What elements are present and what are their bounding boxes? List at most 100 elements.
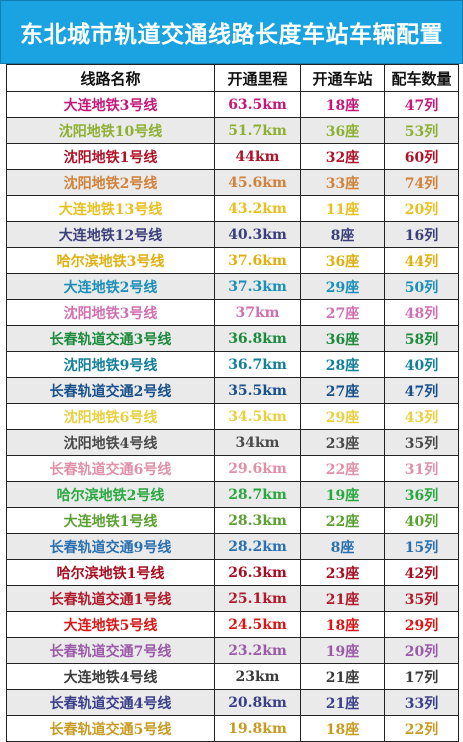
table-row: 大连地铁12号线 40.3km 8座 16列 [6,221,459,248]
page-title: 东北城市轨道交通线路长度车站车辆配置 [0,0,463,64]
line-name-cell: 哈尔滨地铁1号线 [6,559,215,586]
vehicles-cell: 20列 [384,195,459,222]
line-name-cell: 沈阳地铁3号线 [6,299,215,326]
table-row: 沈阳地铁10号线 51.7km 36座 53列 [6,117,459,144]
header-stations: 开通车站 [300,64,385,92]
line-name-cell: 沈阳地铁6号线 [6,403,215,430]
table-row: 哈尔滨地铁3号线 37.6km 36座 44列 [6,247,459,274]
vehicles-cell: 50列 [384,273,459,300]
line-name-cell: 大连地铁5号线 [6,611,215,638]
vehicles-cell: 35列 [384,429,459,456]
line-name-cell: 哈尔滨地铁2号线 [6,481,215,508]
length-cell: 20.8km [214,689,301,716]
table-row: 大连地铁2号线 37.3km 29座 50列 [6,273,459,300]
vehicles-cell: 31列 [384,455,459,482]
line-name-cell: 大连地铁1号线 [6,507,215,534]
stations-cell: 21座 [300,663,385,690]
stations-cell: 8座 [300,533,385,560]
length-cell: 37.3km [214,273,301,300]
table-row: 长春轨道交通6号线 29.6km 22座 31列 [6,455,459,482]
table-row: 大连地铁3号线 63.5km 18座 47列 [6,91,459,118]
line-name-cell: 大连地铁12号线 [6,221,215,248]
length-cell: 28.3km [214,507,301,534]
stations-cell: 36座 [300,117,385,144]
stations-cell: 23座 [300,429,385,456]
line-name-cell: 长春轨道交通3号线 [6,325,215,352]
line-name-cell: 长春轨道交通7号线 [6,637,215,664]
length-cell: 26.3km [214,559,301,586]
stations-cell: 27座 [300,377,385,404]
length-cell: 44km [214,143,301,170]
vehicles-cell: 74列 [384,169,459,196]
table-row: 长春轨道交通2号线 35.5km 27座 47列 [6,377,459,404]
stations-cell: 21座 [300,585,385,612]
length-cell: 23.2km [214,637,301,664]
table-row: 哈尔滨地铁1号线 26.3km 23座 42列 [6,559,459,586]
length-cell: 34.5km [214,403,301,430]
header-vehicles: 配车数量 [384,64,459,92]
table-row: 长春轨道交通3号线 36.8km 36座 58列 [6,325,459,352]
vehicles-cell: 44列 [384,247,459,274]
stations-cell: 8座 [300,221,385,248]
vehicles-cell: 60列 [384,143,459,170]
length-cell: 37km [214,299,301,326]
line-name-cell: 沈阳地铁2号线 [6,169,215,196]
vehicles-cell: 53列 [384,117,459,144]
vehicles-cell: 40列 [384,507,459,534]
vehicles-cell: 20列 [384,637,459,664]
stations-cell: 21座 [300,689,385,716]
line-name-cell: 哈尔滨地铁3号线 [6,247,215,274]
table-row: 大连地铁13号线 43.2km 11座 20列 [6,195,459,222]
table-row: 沈阳地铁6号线 34.5km 29座 43列 [6,403,459,430]
stations-cell: 36座 [300,247,385,274]
line-name-cell: 长春轨道交通2号线 [6,377,215,404]
vehicles-cell: 36列 [384,481,459,508]
stations-cell: 22座 [300,507,385,534]
table-row: 哈尔滨地铁2号线 28.7km 19座 36列 [6,481,459,508]
length-cell: 45.6km [214,169,301,196]
stations-cell: 23座 [300,559,385,586]
metro-lines-table: 线路名称 开通里程 开通车站 配车数量 大连地铁3号线 63.5km 18座 47列沈… [6,64,459,742]
table-row: 长春轨道交通1号线 25.1km 21座 35列 [6,585,459,612]
vehicles-cell: 58列 [384,325,459,352]
line-name-cell: 长春轨道交通9号线 [6,533,215,560]
length-cell: 28.2km [214,533,301,560]
line-name-cell: 沈阳地铁9号线 [6,351,215,378]
vehicles-cell: 17列 [384,663,459,690]
line-name-cell: 大连地铁2号线 [6,273,215,300]
length-cell: 35.5km [214,377,301,404]
vehicles-cell: 33列 [384,689,459,716]
table-row: 长春轨道交通9号线 28.2km 8座 15列 [6,533,459,560]
line-name-cell: 沈阳地铁4号线 [6,429,215,456]
length-cell: 36.7km [214,351,301,378]
stations-cell: 27座 [300,299,385,326]
stations-cell: 28座 [300,351,385,378]
vehicles-cell: 15列 [384,533,459,560]
length-cell: 37.6km [214,247,301,274]
vehicles-cell: 35列 [384,585,459,612]
line-name-cell: 沈阳地铁1号线 [6,143,215,170]
length-cell: 51.7km [214,117,301,144]
length-cell: 28.7km [214,481,301,508]
table-row: 长春轨道交通4号线 20.8km 21座 33列 [6,689,459,716]
vehicles-cell: 42列 [384,559,459,586]
vehicles-cell: 48列 [384,299,459,326]
stations-cell: 18座 [300,91,385,118]
length-cell: 36.8km [214,325,301,352]
header-length: 开通里程 [214,64,301,92]
stations-cell: 33座 [300,169,385,196]
line-name-cell: 大连地铁3号线 [6,91,215,118]
table-row: 大连地铁5号线 24.5km 18座 29列 [6,611,459,638]
table-row: 沈阳地铁1号线 44km 32座 60列 [6,143,459,170]
vehicles-cell: 47列 [384,91,459,118]
table-row: 长春轨道交通7号线 23.2km 19座 20列 [6,637,459,664]
length-cell: 23km [214,663,301,690]
length-cell: 34km [214,429,301,456]
vehicles-cell: 43列 [384,403,459,430]
length-cell: 24.5km [214,611,301,638]
stations-cell: 18座 [300,611,385,638]
table-row: 大连地铁4号线 23km 21座 17列 [6,663,459,690]
length-cell: 63.5km [214,91,301,118]
line-name-cell: 长春轨道交通1号线 [6,585,215,612]
line-name-cell: 大连地铁13号线 [6,195,215,222]
